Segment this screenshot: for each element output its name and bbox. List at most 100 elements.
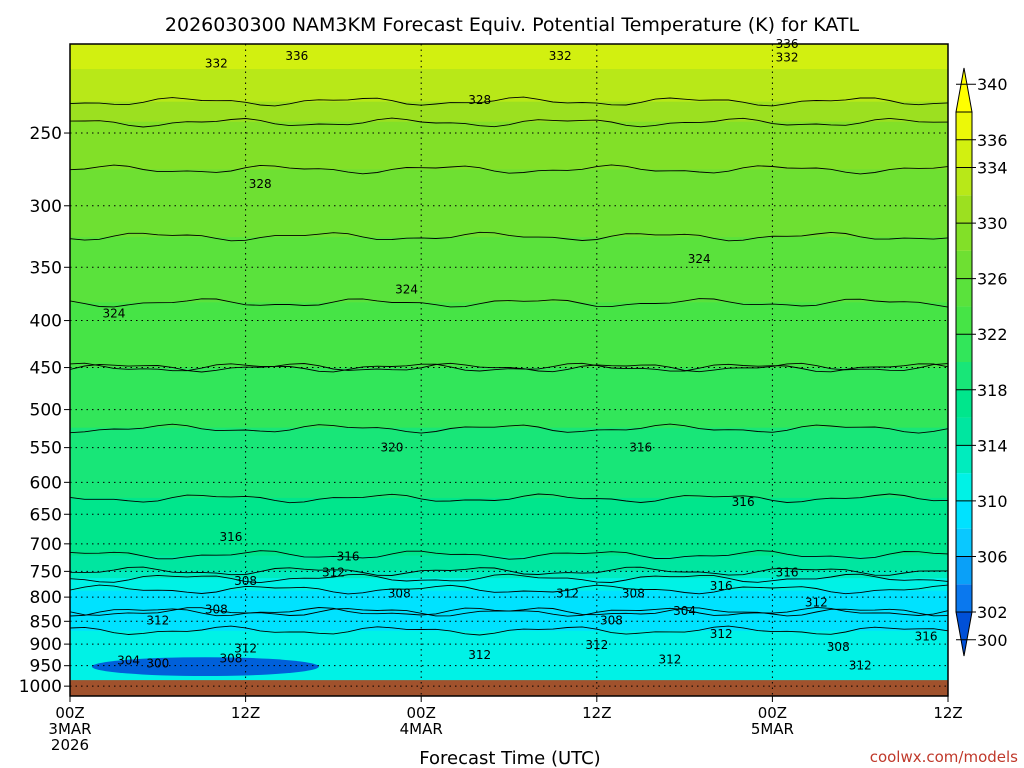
- colorbar-segment: [956, 473, 972, 501]
- theta-band: [70, 613, 948, 617]
- colorbar-label: 336: [977, 131, 1008, 150]
- colorbar-label: 330: [977, 214, 1008, 233]
- theta-band: [70, 447, 948, 451]
- contour-label: 308: [600, 613, 623, 627]
- theta-band: [70, 126, 948, 130]
- theta-band: [70, 69, 948, 73]
- theta-band: [70, 304, 948, 308]
- theta-band: [70, 372, 948, 376]
- contour-label: 308: [388, 587, 411, 601]
- theta-band: [70, 64, 948, 68]
- theta-band: [70, 324, 948, 328]
- theta-band: [70, 450, 948, 454]
- contour-label: 312: [585, 638, 608, 652]
- theta-band: [70, 209, 948, 213]
- theta-band: [70, 475, 948, 479]
- theta-band: [70, 620, 948, 624]
- theta-band: [70, 570, 948, 574]
- theta-band: [70, 227, 948, 231]
- contour-label: 312: [805, 596, 828, 610]
- theta-band: [70, 109, 948, 113]
- theta-band: [70, 510, 948, 514]
- theta-band: [70, 482, 948, 486]
- colorbar-segment: [956, 139, 972, 168]
- theta-band: [70, 412, 948, 416]
- theta-band: [70, 154, 948, 158]
- theta-band: [70, 670, 948, 675]
- colorbar-label: 326: [977, 270, 1008, 289]
- contour-line: [70, 423, 948, 434]
- theta-band: [70, 124, 948, 128]
- theta-band: [70, 287, 948, 291]
- theta-band: [70, 400, 948, 404]
- theta-band: [70, 375, 948, 379]
- theta-band: [70, 267, 948, 271]
- theta-band: [70, 560, 948, 564]
- x-tick-label: 12Z: [231, 704, 260, 722]
- colorbar-segment: [956, 389, 972, 418]
- theta-band: [70, 502, 948, 507]
- colorbar-label: 334: [977, 159, 1008, 178]
- theta-band: [70, 186, 948, 191]
- theta-band: [70, 51, 948, 55]
- y-tick-label: 700: [30, 535, 62, 555]
- theta-band: [70, 76, 948, 80]
- theta-band: [70, 272, 948, 276]
- theta-band: [70, 420, 948, 424]
- theta-band: [70, 329, 948, 333]
- theta-band: [70, 191, 948, 196]
- theta-band: [70, 583, 948, 587]
- theta-band: [70, 181, 948, 186]
- theta-band: [70, 615, 948, 619]
- theta-band: [70, 116, 948, 120]
- theta-band: [70, 134, 948, 138]
- theta-band: [70, 322, 948, 326]
- theta-band: [70, 517, 948, 522]
- theta-band: [70, 104, 948, 108]
- theta-band: [70, 417, 948, 421]
- theta-band: [70, 598, 948, 602]
- contour-label: 312: [322, 565, 345, 579]
- theta-band: [70, 294, 948, 298]
- theta-band: [70, 540, 948, 544]
- theta-band: [70, 217, 948, 221]
- theta-band: [70, 309, 948, 313]
- theta-band: [70, 392, 948, 396]
- theta-band: [70, 164, 948, 168]
- theta-band: [70, 166, 948, 170]
- colorbar-segment: [956, 167, 972, 196]
- theta-band: [70, 550, 948, 554]
- colorbar-label: 310: [977, 492, 1008, 511]
- theta-band: [70, 427, 948, 431]
- theta-band: [70, 249, 948, 253]
- contour-line: [70, 584, 948, 595]
- theta-band: [70, 603, 948, 607]
- contour-label: 332: [776, 51, 799, 65]
- colorbar-segment: [956, 528, 972, 557]
- colorbar-label: 306: [977, 547, 1008, 566]
- y-tick-label: 650: [30, 505, 62, 525]
- theta-band: [70, 299, 948, 303]
- theta-band: [70, 259, 948, 263]
- theta-band: [70, 312, 948, 316]
- y-tick-label: 500: [30, 401, 62, 421]
- colorbar-label: 318: [977, 381, 1008, 400]
- y-tick-label: 300: [30, 197, 62, 217]
- y-tick-label: 1000: [19, 677, 62, 697]
- theta-band: [70, 395, 948, 399]
- theta-band: [70, 377, 948, 381]
- colorbar-bottom-arrow: [955, 611, 973, 657]
- contour-line: [70, 362, 948, 373]
- theta-band: [70, 349, 948, 354]
- theta-band: [70, 176, 948, 181]
- y-tick-label: 900: [30, 635, 62, 655]
- theta-band: [70, 507, 948, 512]
- theta-band: [70, 487, 948, 491]
- theta-band: [70, 445, 948, 449]
- theta-band: [70, 643, 948, 647]
- theta-band: [70, 580, 948, 584]
- theta-band: [70, 548, 948, 552]
- theta-band: [70, 380, 948, 384]
- theta-band: [70, 242, 948, 246]
- theta-band: [70, 119, 948, 123]
